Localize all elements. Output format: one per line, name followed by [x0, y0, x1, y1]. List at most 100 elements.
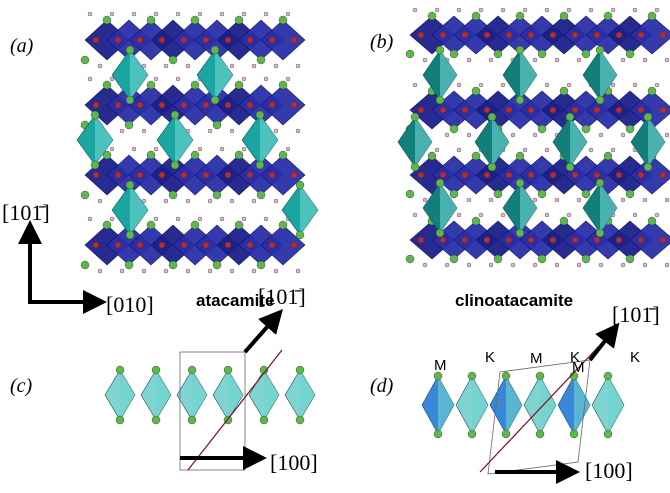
atom — [296, 366, 304, 374]
tetrahedron-face — [540, 376, 556, 434]
atom — [198, 147, 202, 151]
atom — [472, 217, 480, 225]
atom — [120, 269, 124, 273]
atom — [488, 163, 496, 171]
atom — [230, 129, 234, 133]
atom — [467, 263, 471, 267]
atom — [198, 12, 202, 16]
atom — [198, 217, 202, 221]
atom — [589, 8, 593, 12]
atom — [116, 366, 124, 374]
atom — [472, 87, 480, 95]
atom — [638, 237, 644, 243]
atom — [413, 83, 417, 87]
atom — [440, 32, 446, 38]
atom — [621, 133, 625, 137]
atom — [538, 255, 546, 263]
atom — [159, 37, 165, 43]
atom — [296, 64, 300, 68]
atom — [230, 269, 234, 273]
atom — [516, 229, 524, 237]
figure: (a) (b) (c) (d) [101̄] [010] atacamite c… — [0, 0, 670, 493]
atom — [159, 242, 165, 248]
atom — [462, 32, 468, 38]
atom — [528, 107, 534, 113]
atom — [445, 263, 449, 267]
atom — [132, 12, 136, 16]
atom — [621, 263, 625, 267]
atom — [418, 172, 424, 178]
atom — [225, 37, 231, 43]
atom — [511, 133, 515, 137]
atom — [550, 107, 556, 113]
atom — [406, 190, 414, 198]
site-label: M — [530, 350, 543, 367]
atom — [502, 372, 510, 380]
atom — [577, 58, 581, 62]
atom — [98, 199, 102, 203]
atom — [291, 242, 297, 248]
atom — [154, 77, 158, 81]
atom — [413, 213, 417, 217]
atom — [164, 269, 168, 273]
tetrahedron-face — [264, 370, 279, 420]
atom — [611, 148, 615, 152]
axis-label: [010] — [106, 292, 154, 317]
atom — [644, 113, 652, 121]
atom — [208, 129, 212, 133]
atom — [596, 229, 604, 237]
tetrahedron-face — [228, 370, 243, 420]
atom — [582, 255, 590, 263]
atom — [604, 12, 612, 20]
atom — [648, 12, 656, 20]
panel-label: (d) — [370, 375, 394, 397]
atom — [489, 263, 493, 267]
atom — [457, 8, 461, 12]
atom — [550, 32, 556, 38]
atom — [523, 8, 527, 12]
atom — [247, 172, 253, 178]
atom — [484, 32, 490, 38]
atom — [436, 96, 444, 104]
atom — [582, 125, 590, 133]
atom — [467, 133, 471, 137]
atom — [536, 430, 544, 438]
atom — [171, 111, 179, 119]
atom — [242, 77, 246, 81]
atom — [528, 172, 534, 178]
atom — [538, 125, 546, 133]
atom — [621, 198, 625, 202]
atom — [264, 77, 268, 81]
atom — [604, 152, 612, 160]
atom — [616, 107, 622, 113]
direction-label: [101̄] — [612, 302, 660, 327]
tetrahedron-face — [156, 370, 171, 420]
atom — [181, 102, 187, 108]
atom — [120, 129, 124, 133]
atom — [191, 16, 199, 24]
atom — [501, 213, 505, 217]
atom — [279, 151, 287, 159]
atom — [252, 64, 256, 68]
atom — [126, 181, 134, 189]
atom — [110, 147, 114, 151]
atom — [256, 161, 264, 169]
atom — [589, 148, 593, 152]
atom — [501, 83, 505, 87]
atom — [489, 58, 493, 62]
atom — [435, 148, 439, 152]
atom — [225, 242, 231, 248]
atom — [643, 263, 647, 267]
tetrahedron-face — [438, 376, 454, 434]
atom — [169, 261, 177, 269]
atom — [257, 191, 265, 199]
atom — [252, 269, 256, 273]
atom — [440, 107, 446, 113]
atom — [110, 77, 114, 81]
atom — [594, 107, 600, 113]
atom — [186, 269, 190, 273]
atom — [247, 242, 253, 248]
atom — [616, 32, 622, 38]
atom — [577, 198, 581, 202]
atom — [462, 172, 468, 178]
